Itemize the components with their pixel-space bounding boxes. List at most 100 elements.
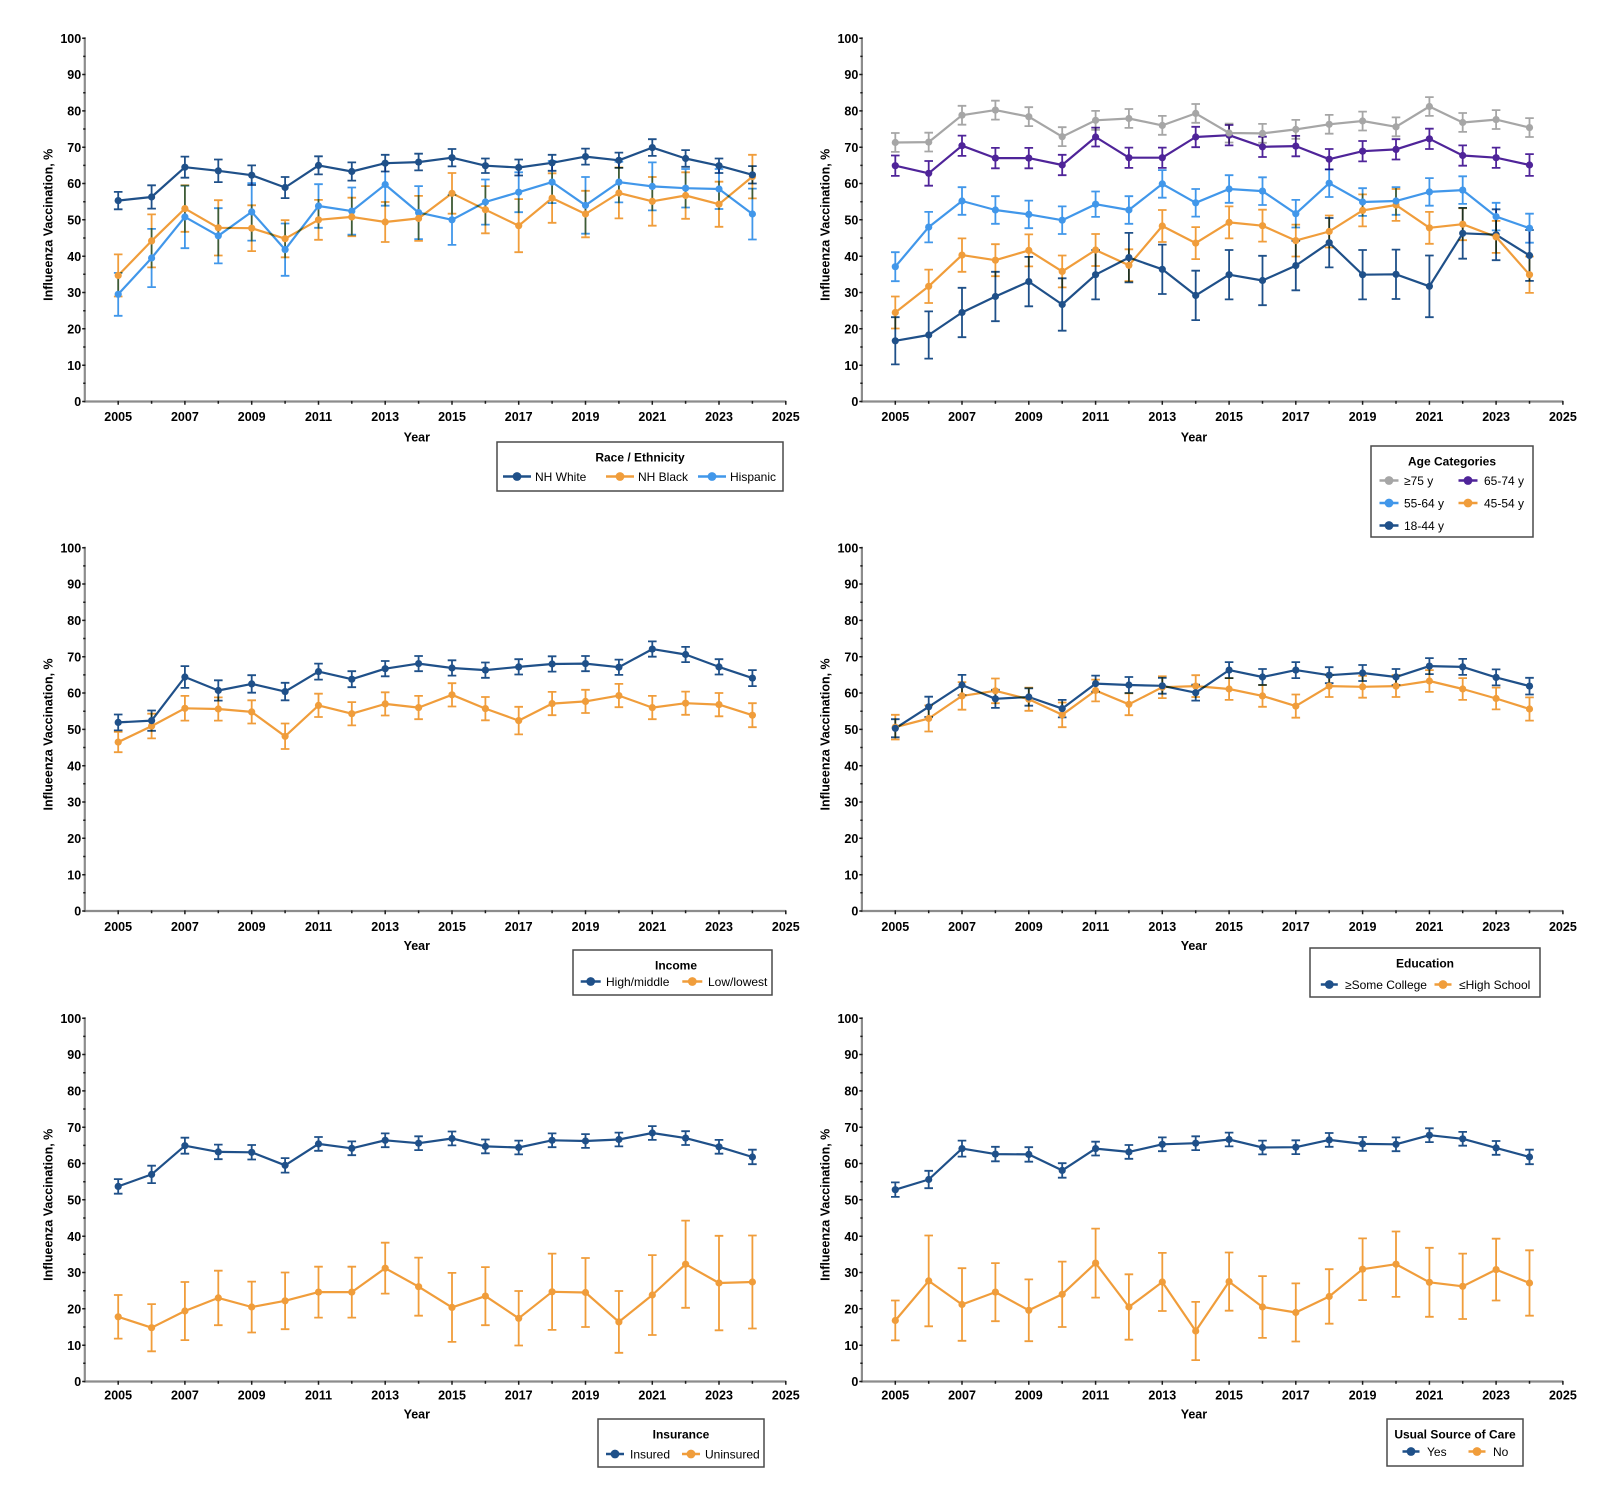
svg-text:High/middle: High/middle (606, 975, 670, 989)
svg-text:90: 90 (844, 1048, 858, 1062)
svg-text:20: 20 (844, 832, 858, 846)
svg-text:2021: 2021 (1415, 1388, 1443, 1402)
svg-text:10: 10 (844, 868, 858, 882)
svg-text:90: 90 (67, 1048, 81, 1062)
svg-text:80: 80 (844, 1085, 858, 1099)
svg-text:2025: 2025 (772, 920, 800, 934)
svg-text:50: 50 (67, 1194, 81, 1208)
svg-text:2011: 2011 (1082, 410, 1109, 424)
svg-text:2023: 2023 (1482, 1388, 1510, 1402)
svg-text:30: 30 (844, 1266, 858, 1280)
svg-text:Low/lowest: Low/lowest (708, 975, 768, 989)
svg-text:2013: 2013 (1148, 920, 1176, 934)
svg-text:2013: 2013 (371, 410, 399, 424)
svg-text:50: 50 (844, 723, 858, 737)
svg-text:20: 20 (67, 832, 81, 846)
svg-text:60: 60 (844, 177, 858, 191)
svg-text:2017: 2017 (1282, 1388, 1310, 1402)
svg-text:55-64 y: 55-64 y (1404, 497, 1444, 511)
svg-text:10: 10 (67, 359, 81, 373)
svg-text:0: 0 (851, 905, 858, 919)
svg-text:80: 80 (844, 105, 858, 119)
svg-text:≤High School: ≤High School (1459, 978, 1530, 992)
svg-text:Yes: Yes (1427, 1445, 1447, 1459)
svg-text:90: 90 (844, 68, 858, 82)
svg-text:2019: 2019 (1349, 410, 1377, 424)
svg-text:90: 90 (67, 68, 81, 82)
svg-text:Insurance: Insurance (653, 1428, 710, 1442)
svg-text:2007: 2007 (171, 920, 199, 934)
svg-text:2019: 2019 (1349, 920, 1377, 934)
svg-text:40: 40 (844, 759, 858, 773)
svg-text:30: 30 (67, 286, 81, 300)
svg-text:2005: 2005 (104, 1388, 132, 1402)
svg-text:Influeenza Vaccination, %: Influeenza Vaccination, % (819, 149, 833, 301)
svg-text:2005: 2005 (881, 1388, 909, 1402)
svg-text:2023: 2023 (705, 920, 733, 934)
svg-text:Year: Year (1181, 939, 1208, 953)
svg-text:Hispanic: Hispanic (730, 470, 776, 484)
svg-text:20: 20 (844, 323, 858, 337)
svg-text:40: 40 (844, 1230, 858, 1244)
svg-text:30: 30 (844, 286, 858, 300)
svg-text:40: 40 (67, 250, 81, 264)
svg-text:2005: 2005 (104, 410, 132, 424)
svg-text:80: 80 (67, 614, 81, 628)
svg-text:60: 60 (67, 177, 81, 191)
svg-text:2025: 2025 (772, 410, 800, 424)
svg-text:2019: 2019 (572, 920, 600, 934)
svg-text:90: 90 (67, 578, 81, 592)
svg-text:90: 90 (844, 578, 858, 592)
svg-text:2019: 2019 (1349, 1388, 1377, 1402)
svg-text:Year: Year (404, 939, 431, 953)
svg-text:2021: 2021 (1415, 410, 1443, 424)
svg-text:0: 0 (851, 395, 858, 409)
svg-text:20: 20 (67, 1303, 81, 1317)
svg-text:2009: 2009 (1015, 410, 1043, 424)
svg-text:70: 70 (67, 141, 81, 155)
svg-text:0: 0 (74, 905, 81, 919)
svg-text:40: 40 (844, 250, 858, 264)
svg-text:10: 10 (67, 868, 81, 882)
svg-text:No: No (1493, 1445, 1509, 1459)
svg-text:2013: 2013 (1148, 1388, 1176, 1402)
svg-text:2005: 2005 (881, 410, 909, 424)
svg-text:2025: 2025 (1549, 920, 1577, 934)
svg-text:2021: 2021 (1415, 920, 1443, 934)
svg-text:Year: Year (404, 430, 431, 444)
svg-text:100: 100 (60, 1012, 81, 1026)
svg-text:70: 70 (844, 1121, 858, 1135)
svg-text:2007: 2007 (948, 920, 976, 934)
svg-text:2017: 2017 (505, 920, 533, 934)
svg-text:2009: 2009 (1015, 920, 1043, 934)
svg-text:Uninsured: Uninsured (705, 1448, 760, 1462)
svg-text:10: 10 (67, 1339, 81, 1353)
svg-text:2017: 2017 (1282, 410, 1310, 424)
svg-text:≥75 y: ≥75 y (1404, 474, 1433, 488)
svg-text:≥Some College: ≥Some College (1345, 978, 1427, 992)
svg-text:Education: Education (1396, 957, 1454, 971)
svg-text:2013: 2013 (371, 1388, 399, 1402)
svg-text:100: 100 (60, 32, 81, 46)
svg-text:Usual Source of Care: Usual Source of Care (1394, 1428, 1516, 1442)
svg-text:40: 40 (67, 1230, 81, 1244)
svg-text:2009: 2009 (238, 410, 266, 424)
svg-text:20: 20 (844, 1303, 858, 1317)
svg-text:60: 60 (67, 1157, 81, 1171)
svg-text:70: 70 (67, 650, 81, 664)
svg-text:80: 80 (844, 614, 858, 628)
svg-text:2015: 2015 (438, 410, 466, 424)
svg-text:2011: 2011 (1082, 920, 1109, 934)
svg-text:2019: 2019 (572, 1388, 600, 1402)
svg-text:Year: Year (1181, 430, 1208, 444)
svg-text:2015: 2015 (1215, 1388, 1243, 1402)
svg-text:NH White: NH White (535, 470, 587, 484)
svg-text:2015: 2015 (1215, 410, 1243, 424)
svg-text:2009: 2009 (1015, 1388, 1043, 1402)
svg-text:2017: 2017 (505, 410, 533, 424)
svg-text:10: 10 (844, 359, 858, 373)
svg-text:50: 50 (67, 723, 81, 737)
svg-text:60: 60 (67, 687, 81, 701)
svg-text:2007: 2007 (948, 410, 976, 424)
svg-text:2019: 2019 (572, 410, 600, 424)
